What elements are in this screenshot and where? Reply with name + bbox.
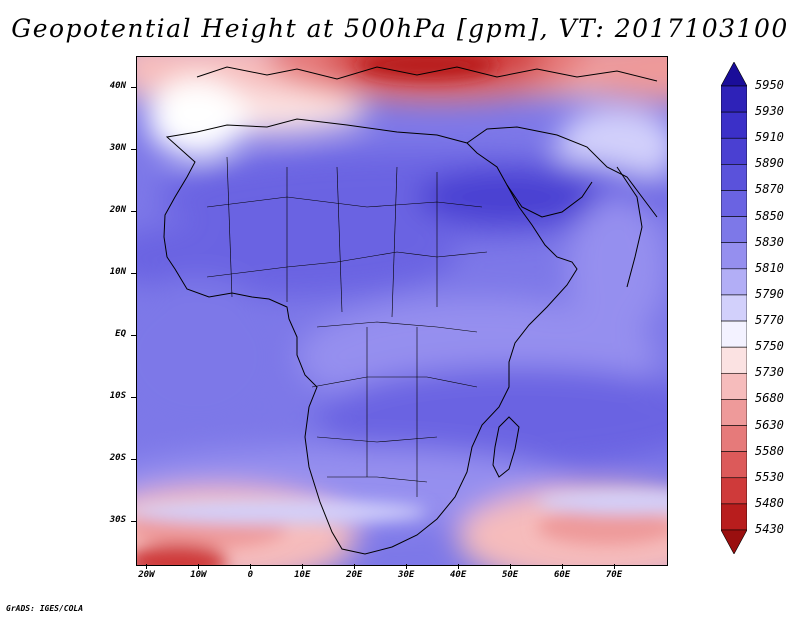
colorbar-level-label: 5790 bbox=[755, 286, 784, 301]
arabian-peninsula bbox=[506, 181, 593, 218]
y-tick-mark bbox=[131, 334, 136, 336]
field-shading bbox=[137, 57, 667, 565]
colorbar-box bbox=[721, 216, 747, 244]
colorbar-level-label: 5430 bbox=[755, 522, 784, 536]
africa-coastline bbox=[163, 118, 578, 555]
y-tick-mark bbox=[131, 520, 136, 522]
x-tick-label: 40E bbox=[450, 570, 467, 580]
colorbar-level-label: 5890 bbox=[755, 156, 784, 171]
colorbar-level-label: 5680 bbox=[755, 391, 784, 406]
colorbar-level-label: 5850 bbox=[755, 208, 784, 223]
coastlines bbox=[163, 66, 658, 555]
madagascar-coastline bbox=[492, 416, 520, 478]
y-tick-label: 30S bbox=[109, 514, 126, 525]
colorbar-min-triangle bbox=[721, 529, 747, 554]
field-shading-detail bbox=[137, 57, 667, 565]
y-tick-label: 20N bbox=[109, 204, 126, 215]
colorbar-box bbox=[721, 268, 747, 296]
colorbar-level-label: 5580 bbox=[755, 443, 784, 458]
europe-coast bbox=[196, 66, 658, 82]
x-tick-label: 20W bbox=[138, 570, 155, 580]
y-tick-mark bbox=[131, 458, 136, 460]
colorbar-level-label: 5530 bbox=[755, 469, 784, 484]
colorbar-box bbox=[721, 451, 747, 479]
arabia-asia-coast bbox=[466, 126, 658, 218]
colorbar-box bbox=[721, 85, 747, 113]
x-tick-label: 30E bbox=[398, 570, 415, 580]
colorbar-level-label: 5810 bbox=[755, 260, 784, 275]
y-tick-mark bbox=[131, 86, 136, 88]
geopotential-height-map bbox=[137, 57, 667, 565]
map-plot-area bbox=[136, 56, 668, 566]
x-tick-mark bbox=[146, 564, 148, 569]
x-tick-label: 60E bbox=[553, 570, 571, 580]
colorbar-level-label: 5910 bbox=[755, 130, 784, 145]
x-tick-label: 0 bbox=[247, 570, 254, 580]
colorbar-box bbox=[721, 320, 747, 348]
colorbar-level-label: 5750 bbox=[755, 339, 784, 354]
y-tick-label: 10N bbox=[109, 266, 126, 277]
x-tick-mark bbox=[406, 564, 408, 569]
x-tick-label: 20E bbox=[346, 570, 363, 580]
x-tick-label: 70E bbox=[605, 570, 623, 580]
colorbar-level-label: 5930 bbox=[755, 104, 784, 119]
colorbar-box bbox=[721, 399, 747, 426]
colorbar-level-label: 5480 bbox=[755, 495, 784, 510]
y-tick-label: 40N bbox=[109, 80, 126, 91]
grads-credit: GrADS: IGES/COLA bbox=[6, 604, 84, 613]
y-tick-label: 10S bbox=[109, 390, 126, 401]
colorbar-box bbox=[721, 164, 747, 191]
india-coast bbox=[616, 166, 643, 288]
colorbar-box bbox=[721, 477, 747, 505]
x-tick-mark bbox=[250, 564, 252, 569]
x-tick-mark bbox=[354, 564, 356, 569]
colorbar-level-label: 5830 bbox=[755, 234, 784, 249]
colorbar-box bbox=[721, 372, 747, 400]
colorbar-level-label: 5630 bbox=[755, 417, 784, 432]
y-tick-label: 30N bbox=[109, 142, 126, 153]
map-title: Geopotential Height at 500hPa [gpm], VT:… bbox=[11, 14, 789, 43]
colorbar-box bbox=[721, 137, 747, 165]
colorbar-box bbox=[721, 111, 747, 139]
x-tick-mark bbox=[562, 564, 564, 569]
y-tick-mark bbox=[131, 148, 136, 150]
x-tick-mark bbox=[302, 564, 304, 569]
y-tick-label: 20S bbox=[109, 452, 126, 463]
x-tick-mark bbox=[510, 564, 512, 569]
colorbar-level-label: 5730 bbox=[755, 365, 784, 380]
x-tick-mark bbox=[614, 564, 616, 569]
colorbar-box bbox=[721, 503, 747, 531]
colorbar-box bbox=[721, 242, 747, 270]
country-borders bbox=[206, 156, 488, 497]
colorbar-box bbox=[721, 346, 747, 374]
x-tick-mark bbox=[198, 564, 200, 569]
x-tick-label: 10W bbox=[190, 570, 207, 580]
colorbar-max-triangle bbox=[721, 62, 747, 87]
x-tick-mark bbox=[458, 564, 460, 569]
x-tick-label: 10E bbox=[294, 570, 311, 580]
y-tick-label: EQ bbox=[115, 328, 126, 339]
colorbar-level-label: 5870 bbox=[755, 182, 784, 197]
colorbar-level-label: 5950 bbox=[755, 78, 784, 92]
y-tick-mark bbox=[131, 396, 136, 398]
colorbar-box bbox=[721, 294, 747, 322]
colorbar-box bbox=[721, 425, 747, 452]
colorbar-box bbox=[721, 190, 747, 217]
colorbar bbox=[721, 62, 747, 554]
x-tick-label: 50E bbox=[501, 570, 519, 580]
y-tick-mark bbox=[131, 272, 136, 274]
colorbar-level-label: 5770 bbox=[755, 313, 784, 328]
y-tick-mark bbox=[131, 210, 136, 212]
